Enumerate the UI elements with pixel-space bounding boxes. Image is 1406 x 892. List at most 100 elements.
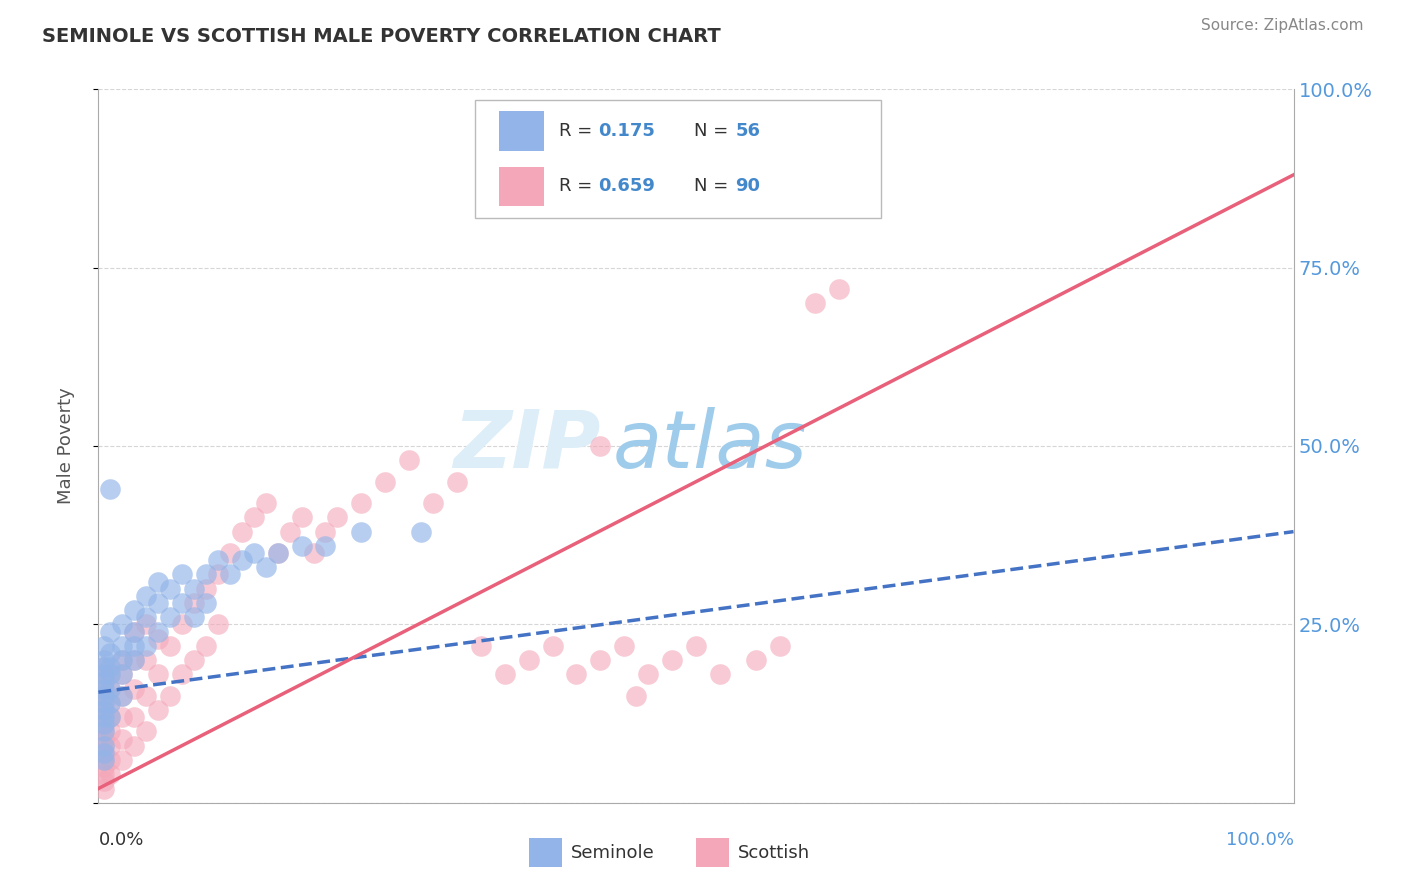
Point <box>98 667 122 681</box>
Point <box>148 574 170 589</box>
Text: R =: R = <box>558 122 598 140</box>
Point <box>124 681 146 696</box>
Point <box>207 617 229 632</box>
Point <box>148 596 170 610</box>
Point <box>93 703 115 717</box>
Point <box>124 603 146 617</box>
Text: N =: N = <box>693 178 734 195</box>
Text: Seminole: Seminole <box>571 844 654 862</box>
Point <box>745 189 768 203</box>
Point <box>291 539 314 553</box>
Point <box>195 567 218 582</box>
Point <box>111 617 134 632</box>
Point <box>93 717 115 731</box>
Point <box>231 553 253 567</box>
Point <box>195 596 218 610</box>
Point <box>93 689 115 703</box>
Point <box>93 753 115 767</box>
Point <box>111 689 134 703</box>
Point <box>254 560 277 574</box>
Point <box>93 674 115 689</box>
Point <box>315 539 337 553</box>
Point <box>159 582 181 596</box>
Bar <box>499 112 544 151</box>
Point <box>98 696 122 710</box>
Point <box>111 653 134 667</box>
Text: 0.659: 0.659 <box>598 178 655 195</box>
Text: Source: ZipAtlas.com: Source: ZipAtlas.com <box>1201 18 1364 33</box>
Point <box>124 624 146 639</box>
Point <box>93 731 115 746</box>
Point <box>661 653 683 667</box>
Point <box>768 639 790 653</box>
Point <box>780 168 803 182</box>
Point <box>93 639 115 653</box>
Point <box>98 660 122 674</box>
Point <box>93 774 115 789</box>
Point <box>302 546 325 560</box>
Point <box>172 596 194 610</box>
Point <box>124 653 146 667</box>
Bar <box>499 167 544 206</box>
Text: R =: R = <box>558 178 598 195</box>
Point <box>804 296 827 310</box>
Point <box>494 667 516 681</box>
Point <box>565 667 588 681</box>
Point <box>93 781 115 796</box>
Point <box>291 510 314 524</box>
Text: Scottish: Scottish <box>738 844 810 862</box>
Point <box>159 689 181 703</box>
Point <box>172 567 194 582</box>
Point <box>111 667 134 681</box>
Text: ZIP: ZIP <box>453 407 600 485</box>
Point <box>135 653 157 667</box>
Point <box>111 667 134 681</box>
Point <box>93 667 115 681</box>
Point <box>93 674 115 689</box>
Point <box>98 710 122 724</box>
Point <box>93 739 115 753</box>
Point <box>98 696 122 710</box>
Point <box>93 717 115 731</box>
Point <box>219 567 242 582</box>
Text: SEMINOLE VS SCOTTISH MALE POVERTY CORRELATION CHART: SEMINOLE VS SCOTTISH MALE POVERTY CORREL… <box>42 27 721 45</box>
Point <box>93 739 115 753</box>
Point <box>98 681 122 696</box>
Point <box>183 582 205 596</box>
Point <box>93 760 115 774</box>
Point <box>111 653 134 667</box>
Point <box>243 546 266 560</box>
Point <box>135 689 157 703</box>
Point <box>685 639 707 653</box>
Point <box>98 767 122 781</box>
Point <box>111 689 134 703</box>
Point <box>98 482 122 496</box>
Point <box>422 496 444 510</box>
Point <box>98 624 122 639</box>
Y-axis label: Male Poverty: Male Poverty <box>56 388 75 504</box>
Point <box>124 639 146 653</box>
Text: N =: N = <box>693 122 734 140</box>
Point <box>207 553 229 567</box>
Point <box>111 731 134 746</box>
Point <box>267 546 290 560</box>
Point <box>172 667 194 681</box>
Bar <box>529 838 562 867</box>
Point <box>148 624 170 639</box>
Point <box>93 724 115 739</box>
Point <box>350 496 373 510</box>
Text: 56: 56 <box>735 122 761 140</box>
Point <box>517 653 540 667</box>
Point <box>98 667 122 681</box>
Point <box>98 724 122 739</box>
Point <box>93 753 115 767</box>
Point <box>148 667 170 681</box>
Text: 100.0%: 100.0% <box>1226 831 1294 849</box>
Point <box>541 639 564 653</box>
Point <box>326 510 349 524</box>
Point <box>148 703 170 717</box>
Point <box>828 282 851 296</box>
Point <box>135 589 157 603</box>
FancyBboxPatch shape <box>475 100 882 218</box>
Point <box>111 639 134 653</box>
